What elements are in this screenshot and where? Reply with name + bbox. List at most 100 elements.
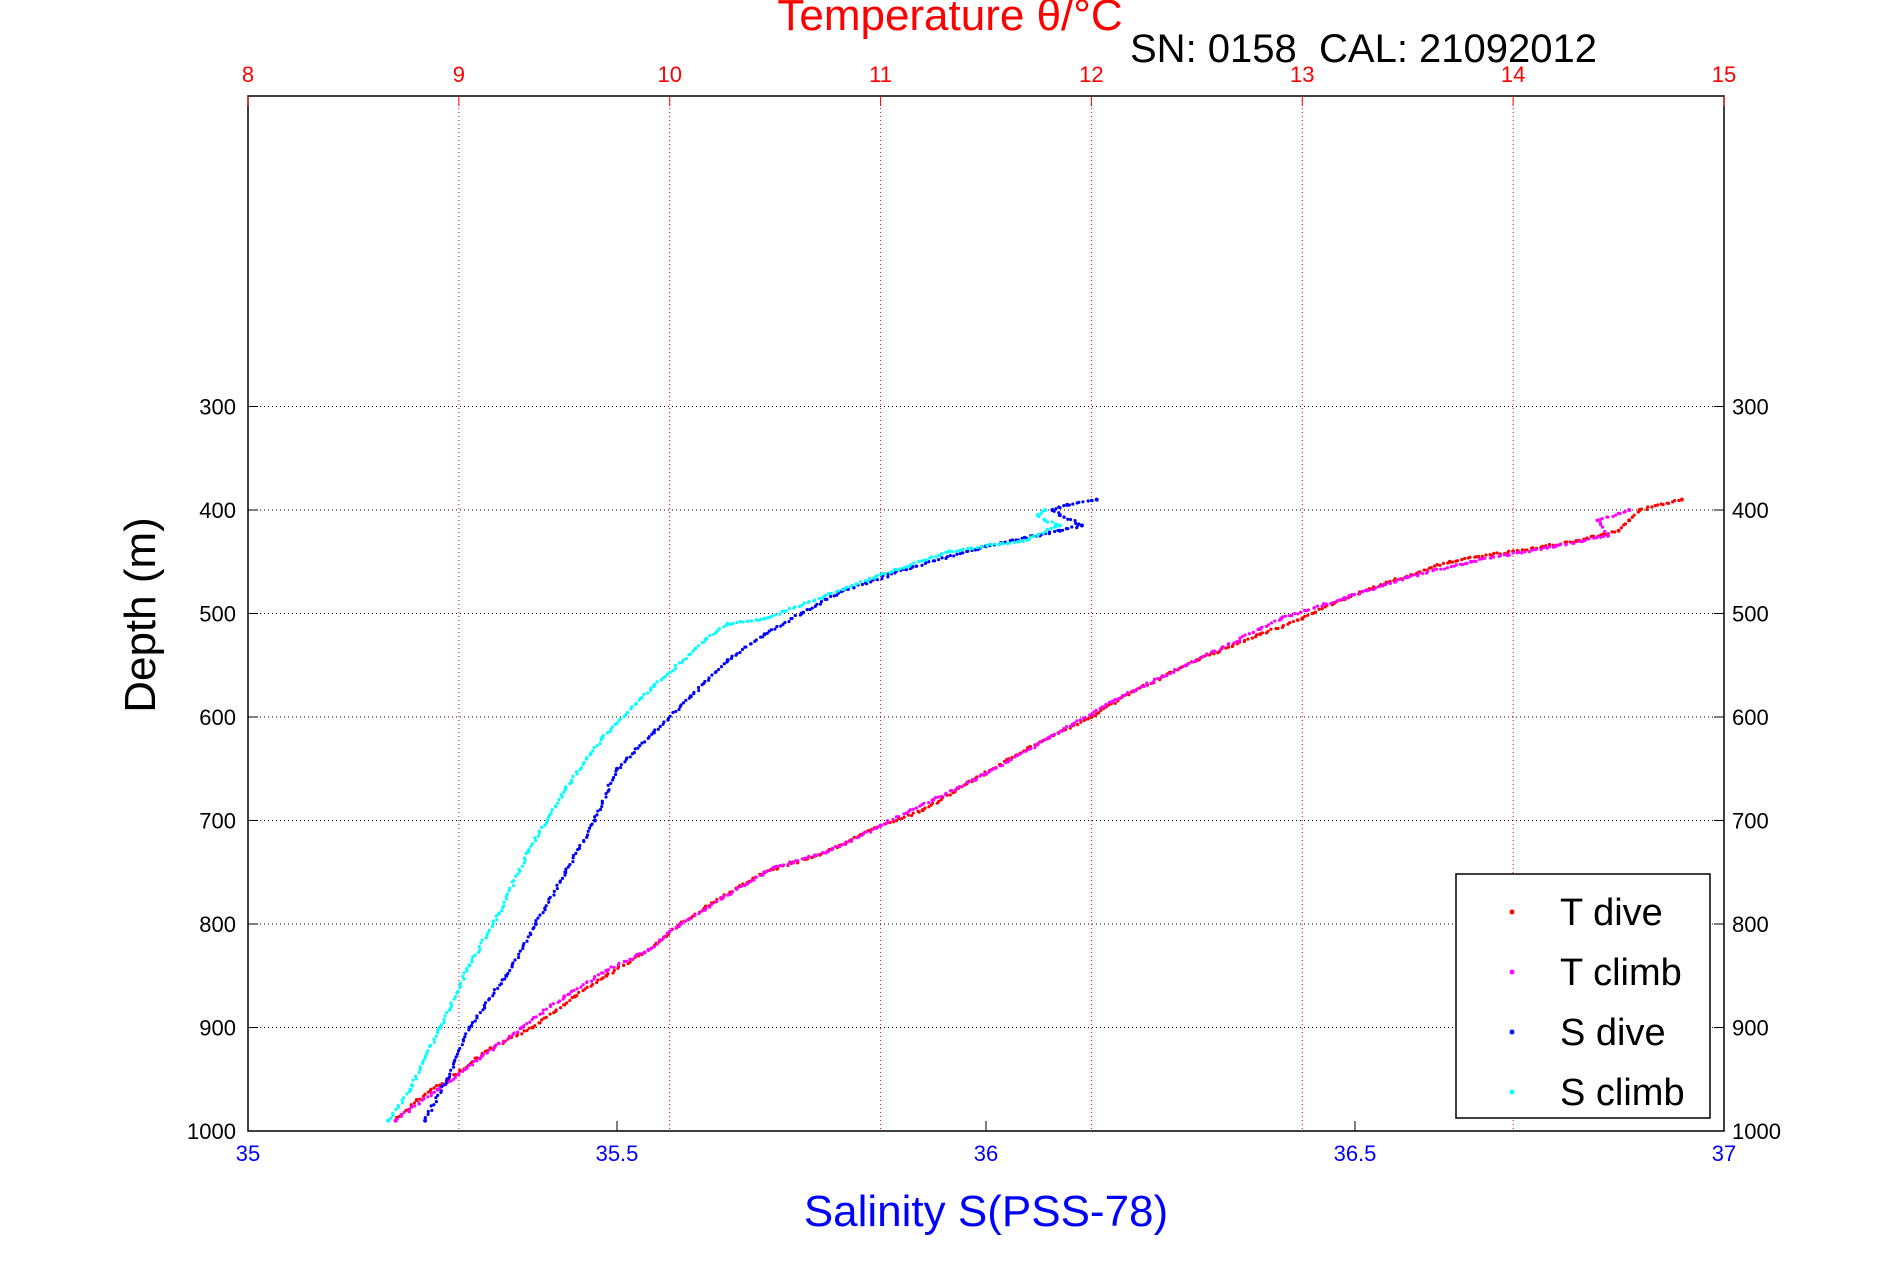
data-point-s-dive [552, 893, 556, 897]
data-point-s-dive [832, 594, 836, 598]
data-point-s-climb [510, 880, 514, 884]
data-point-s-climb [447, 1008, 452, 1012]
data-point-s-dive [1071, 502, 1075, 506]
tick-label-top: 8 [242, 62, 254, 87]
data-point-s-climb [578, 768, 582, 772]
data-point-t-dive [1454, 559, 1458, 563]
data-point-s-climb [696, 644, 700, 648]
data-point-s-dive [835, 593, 839, 597]
data-point-s-dive [920, 563, 924, 568]
data-point-t-climb [1511, 551, 1515, 555]
data-point-t-climb [764, 870, 769, 874]
data-point-t-climb [622, 959, 626, 964]
data-point-t-climb [1278, 618, 1282, 622]
data-point-s-dive [678, 705, 682, 709]
data-point-t-climb [1539, 547, 1543, 552]
data-point-t-dive [548, 1012, 552, 1016]
data-point-t-climb [1497, 554, 1501, 558]
data-point-t-dive [1435, 563, 1439, 567]
data-point-s-dive [630, 752, 635, 756]
data-point-s-dive [426, 1112, 430, 1116]
data-point-t-dive [1093, 714, 1097, 718]
data-point-t-climb [1329, 602, 1333, 606]
data-point-s-climb [423, 1057, 427, 1061]
data-point-s-climb [432, 1040, 436, 1044]
data-point-s-dive [738, 650, 742, 655]
data-point-s-dive [952, 554, 956, 558]
data-point-s-dive [904, 568, 909, 572]
data-point-s-dive [544, 904, 548, 908]
data-point-s-dive [481, 1008, 485, 1012]
data-point-s-dive [973, 548, 977, 552]
data-point-s-climb [591, 749, 595, 753]
data-point-s-dive [1066, 517, 1070, 521]
data-point-s-dive [510, 965, 514, 969]
data-point-t-climb [686, 918, 690, 922]
data-point-t-climb [487, 1048, 491, 1052]
data-point-t-climb [641, 951, 645, 955]
data-point-t-climb [1383, 583, 1388, 587]
data-point-s-dive [666, 718, 670, 722]
data-point-t-climb [1302, 608, 1307, 613]
data-point-s-climb [714, 630, 718, 635]
data-point-s-dive [558, 880, 562, 884]
data-point-t-dive [1264, 631, 1269, 635]
data-point-s-climb [467, 963, 472, 968]
data-point-t-climb [528, 1020, 532, 1024]
data-point-s-dive [460, 1043, 464, 1047]
data-point-t-climb [1210, 650, 1214, 654]
data-point-s-dive [696, 685, 701, 690]
data-point-s-dive [671, 710, 675, 715]
data-point-s-climb [470, 958, 474, 962]
data-point-s-climb [907, 564, 912, 568]
data-point-s-dive [880, 577, 884, 581]
data-point-t-climb [1570, 541, 1574, 545]
data-point-s-climb [545, 818, 549, 823]
data-point-s-climb [691, 649, 695, 653]
data-point-t-climb [1050, 733, 1054, 738]
data-point-s-dive [886, 575, 890, 579]
data-point-s-climb [537, 829, 541, 833]
data-point-t-climb [420, 1098, 424, 1102]
data-point-s-dive [533, 922, 538, 926]
data-point-t-climb [661, 937, 665, 941]
data-point-t-climb [1611, 514, 1615, 519]
legend-marker-t-climb [1509, 969, 1515, 975]
data-point-t-climb [1386, 581, 1391, 585]
data-point-t-climb [1293, 611, 1297, 616]
data-point-t-dive [1520, 548, 1525, 552]
data-point-t-climb [628, 957, 632, 961]
data-point-s-dive [1022, 535, 1027, 539]
data-point-s-climb [598, 741, 602, 746]
data-point-t-dive [916, 809, 920, 813]
data-point-t-climb [1088, 713, 1092, 717]
data-point-t-climb [1177, 667, 1181, 671]
data-point-t-climb [1421, 572, 1425, 576]
data-point-s-dive [808, 607, 812, 612]
data-point-s-dive [936, 558, 941, 562]
data-point-s-climb [820, 596, 825, 600]
data-point-s-climb [1039, 512, 1043, 516]
data-point-t-climb [927, 800, 931, 805]
data-point-s-dive [1081, 500, 1085, 504]
data-point-t-climb [692, 913, 697, 918]
data-point-s-dive [592, 818, 597, 823]
data-point-t-climb [1378, 584, 1382, 588]
data-point-s-dive [1086, 499, 1090, 503]
data-point-t-dive [1646, 505, 1650, 509]
data-point-t-climb [719, 897, 723, 901]
data-point-t-dive [1079, 720, 1083, 724]
data-point-s-climb [1041, 531, 1045, 535]
data-point-t-dive [1612, 530, 1617, 534]
data-point-t-dive [1477, 554, 1481, 559]
data-point-s-climb [954, 549, 958, 553]
data-point-s-climb [633, 702, 638, 707]
data-point-s-dive [793, 613, 797, 618]
data-point-s-dive [439, 1090, 443, 1095]
data-point-s-climb [455, 991, 459, 995]
data-point-s-climb [571, 774, 575, 779]
data-point-t-climb [534, 1015, 538, 1019]
data-point-t-dive [1466, 556, 1470, 560]
data-point-s-climb [418, 1067, 422, 1072]
x-axis-title: Salinity S(PSS-78) [804, 1187, 1168, 1236]
